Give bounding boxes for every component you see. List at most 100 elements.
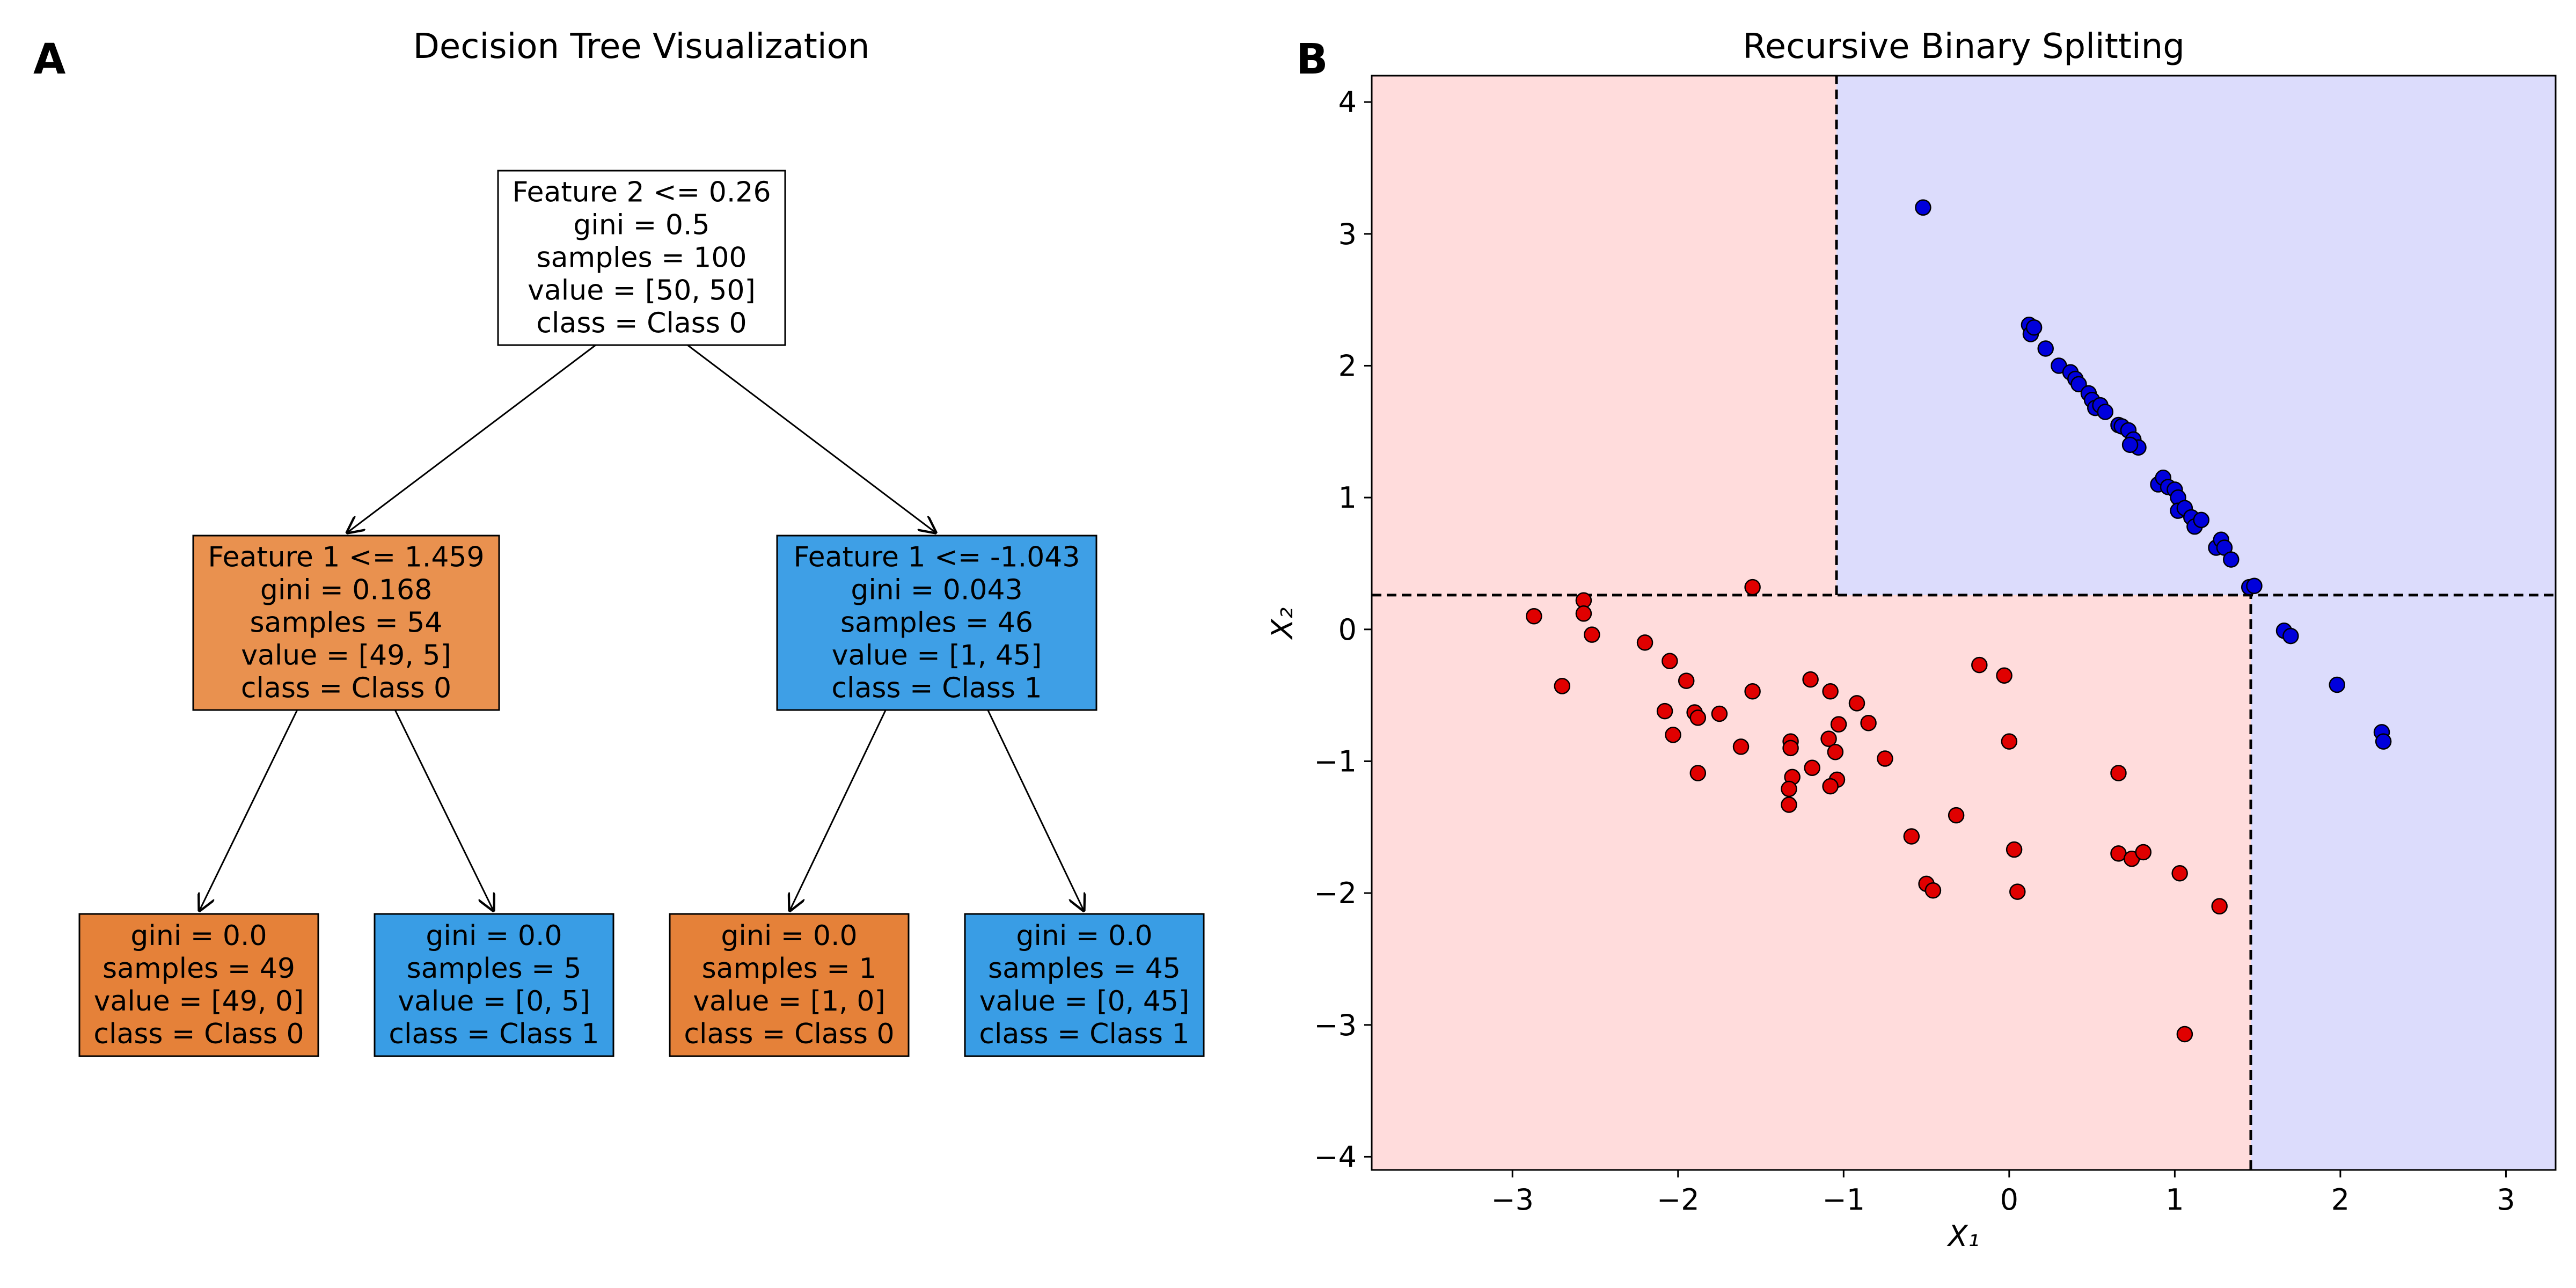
tree-node-line: samples = 49: [103, 953, 295, 985]
data-point-class0: [1656, 702, 1673, 720]
tree-edge: [199, 709, 298, 912]
tree-node-line: samples = 54: [250, 607, 443, 639]
tree-node-line: samples = 46: [840, 607, 1033, 639]
data-point-class1: [2375, 733, 2392, 750]
tree-node-line: value = [0, 5]: [398, 985, 590, 1018]
data-point-class0: [1636, 634, 1653, 651]
data-point-class0: [1971, 656, 1988, 674]
tree-node-line: gini = 0.0: [426, 920, 562, 952]
x-axis: −3 −2 −1 0 1 2 3: [1491, 1170, 2515, 1217]
tree-node-box: [374, 913, 614, 1057]
tree-edge: [346, 344, 596, 533]
data-point-class0: [1554, 678, 1571, 694]
data-point-class0: [1820, 730, 1837, 747]
data-point-class0: [1860, 714, 1877, 731]
data-point-class0: [1732, 738, 1750, 755]
data-point-class1: [2223, 551, 2240, 568]
y-tick-label: 2: [1338, 349, 1357, 383]
tree-node-line: class = Class 0: [684, 1018, 894, 1050]
y-tick-label: 0: [1338, 613, 1357, 647]
data-point-class1: [2025, 319, 2043, 336]
tree-node-box: [78, 913, 319, 1057]
data-point-class0: [2006, 841, 2023, 858]
tree-edge: [394, 709, 494, 912]
tree-node-line: class = Class 1: [831, 672, 1042, 705]
data-point-class0: [1689, 765, 1707, 781]
data-point-class0: [1711, 705, 1728, 722]
region-class0-top-left: [1372, 76, 1837, 595]
tree-edge: [987, 709, 1085, 912]
tree-node-line: value = [49, 5]: [241, 640, 451, 672]
tree-node-line: value = [1, 45]: [832, 640, 1042, 672]
data-point-class0: [1689, 709, 1707, 726]
data-point-class0: [2135, 844, 2152, 861]
tree-node-line: class = Class 0: [93, 1018, 304, 1050]
tree-node-line: gini = 0.5: [573, 209, 709, 241]
tree-node-line: samples = 1: [702, 953, 877, 985]
data-point-class1: [2037, 340, 2054, 357]
chart-title: Recursive Binary Splitting: [1743, 27, 2185, 67]
data-point-class0: [1665, 727, 1681, 743]
y-tick-label: −1: [1314, 744, 1357, 778]
tree-node-line: samples = 45: [988, 953, 1181, 985]
x-tick-label: 1: [2165, 1183, 2184, 1217]
region-class1-bottom-right: [2250, 595, 2556, 1170]
data-point-class1: [1915, 199, 1931, 216]
tree-edge: [789, 709, 887, 912]
data-point-class0: [2009, 883, 2026, 900]
tree-node-line: Feature 2 <= 0.26: [512, 177, 771, 209]
data-point-class0: [1744, 579, 1761, 596]
x-tick-label: 2: [2331, 1183, 2350, 1217]
panel-a-letter: A: [33, 35, 65, 84]
tree-edge: [687, 344, 936, 533]
tree-node-line: class = Class 1: [979, 1018, 1189, 1050]
region-class0-bottom-left: [1372, 595, 2251, 1170]
y-tick-label: 1: [1338, 481, 1357, 515]
data-point-class0: [1575, 605, 1592, 622]
data-point-class0: [1526, 608, 1542, 625]
x-tick-label: 3: [2497, 1183, 2515, 1217]
x-tick-label: −3: [1491, 1183, 1534, 1217]
x-tick-label: 0: [2000, 1183, 2018, 1217]
data-point-class0: [1827, 743, 1844, 760]
panel-b-letter: B: [1296, 35, 1328, 84]
tree-node-line: value = [50, 50]: [528, 275, 756, 307]
y-tick-label: −2: [1314, 876, 1357, 910]
x-axis-label: X₁: [1946, 1219, 1980, 1253]
data-point-class1: [2193, 511, 2209, 529]
data-point-class1: [2121, 436, 2139, 453]
y-tick-label: 3: [1338, 217, 1357, 251]
panel-b: B Recursive Binary Splitting −3 −2 −1 0 1 2 3 …: [1265, 27, 2557, 1253]
data-point-class0: [1848, 695, 1865, 712]
y-tick-label: −4: [1314, 1140, 1357, 1174]
data-point-class0: [1782, 740, 1799, 757]
data-point-class1: [2246, 577, 2263, 594]
tree-node-line: Feature 1 <= -1.043: [794, 541, 1080, 574]
tree-node-line: class = Class 0: [241, 672, 451, 705]
tree-node-box: [192, 535, 500, 711]
y-axis-label: X₂: [1265, 608, 1299, 641]
data-point-class1: [2070, 376, 2087, 393]
split-lines: [1372, 76, 2556, 1170]
data-point-class0: [1802, 671, 1819, 688]
tree-node-line: gini = 0.0: [1016, 920, 1152, 952]
decision-regions: [1372, 76, 2556, 1170]
x-tick-label: −2: [1657, 1183, 1700, 1217]
data-point-class1: [2329, 676, 2345, 693]
data-point-class1: [2282, 627, 2299, 645]
panel-a-title: Decision Tree Visualization: [413, 27, 870, 67]
tree-edges: [199, 344, 1085, 912]
data-point-class0: [2171, 865, 2188, 882]
data-point-class0: [1662, 653, 1678, 669]
data-point-class0: [1830, 716, 1847, 733]
tree-node-line: gini = 0.168: [260, 574, 432, 606]
tree-node-line: gini = 0.0: [130, 920, 267, 952]
data-point-class0: [1804, 759, 1820, 776]
tree-node-box: [964, 913, 1205, 1057]
